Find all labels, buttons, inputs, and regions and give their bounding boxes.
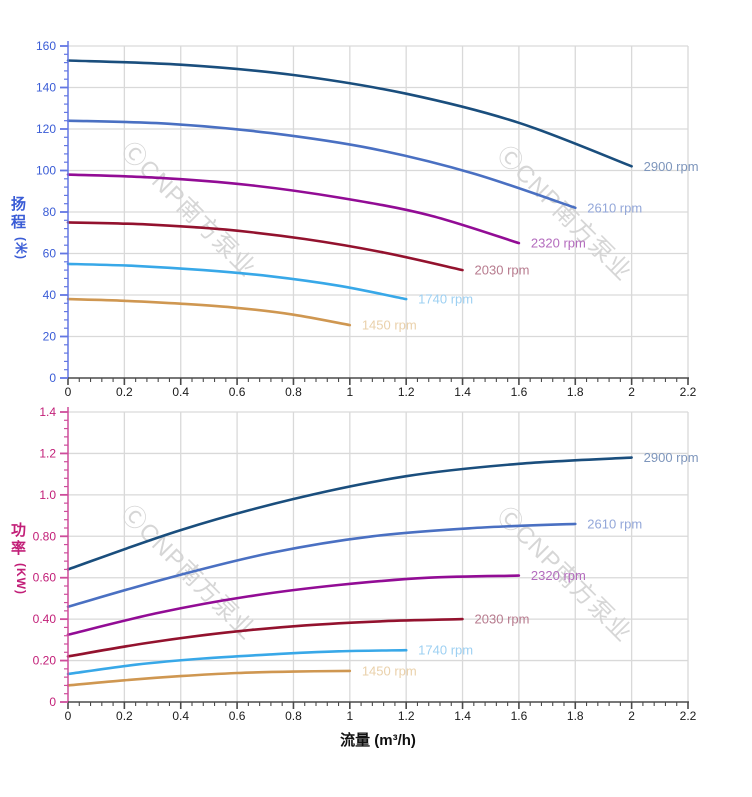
power-x-tick-label: 1.6 — [511, 709, 528, 723]
power-x-tick-label: 0.8 — [285, 709, 302, 723]
head-x-tick-label: 1.4 — [454, 385, 471, 399]
power-curve-1450-rpm — [66, 669, 352, 687]
power-x-tick-label: 1 — [346, 709, 353, 723]
head-y-axis-title: 扬程 (米) — [9, 196, 28, 260]
power-curve-2030-rpm — [66, 617, 464, 658]
power-x-tick-label: 0.6 — [229, 709, 246, 723]
head-x-tick-label: 0.4 — [172, 385, 189, 399]
head-curve-2610-rpm — [66, 119, 577, 210]
power-y-tick-label: 0.80 — [33, 529, 57, 543]
power-x-tick-label: 0 — [65, 709, 72, 723]
head-curve-label-2610-rpm: 2610 rpm — [587, 200, 642, 215]
head-curve-2320-rpm — [66, 173, 521, 245]
head-y-tick-label: 20 — [43, 330, 57, 344]
power-x-tick-label: 1.8 — [567, 709, 584, 723]
head-x-tick-label: 1.6 — [511, 385, 528, 399]
head-curve-label-2900-rpm: 2900 rpm — [644, 159, 699, 174]
power-curve-1740-rpm — [66, 648, 408, 676]
power-curve-label-2320-rpm: 2320 rpm — [531, 568, 586, 583]
power-y-axis-unit: (KW) — [14, 563, 28, 595]
power-x-tick-label: 1.4 — [454, 709, 471, 723]
power-curve-2900-rpm — [66, 456, 633, 571]
power-y-tick-label: 1.4 — [39, 405, 56, 419]
head-x-tick-label: 2.2 — [680, 385, 697, 399]
power-y-tick-label: 0.40 — [33, 612, 57, 626]
head-y-tick-label: 80 — [43, 205, 57, 219]
head-y-tick-label: 0 — [49, 371, 56, 385]
head-x-tick-label: 1.8 — [567, 385, 584, 399]
power-y-tick-label: 1.2 — [39, 446, 56, 460]
head-y-tick-label: 140 — [36, 81, 56, 95]
power-curve-2320-rpm — [66, 574, 521, 636]
head-x-tick-label: 2 — [628, 385, 635, 399]
power-x-tick-label: 0.4 — [172, 709, 189, 723]
power-y-tick-label: 0.60 — [33, 571, 57, 585]
power-curve-2610-rpm — [66, 522, 577, 608]
head-y-tick-label: 120 — [36, 122, 56, 136]
power-x-tick-label: 2.2 — [680, 709, 697, 723]
head-y-tick-label: 60 — [43, 247, 57, 261]
power-curve-label-2610-rpm: 2610 rpm — [587, 516, 642, 531]
power-y-tick-label: 0.20 — [33, 654, 57, 668]
head-x-tick-label: 1 — [346, 385, 353, 399]
power-curve-label-2030-rpm: 2030 rpm — [475, 612, 530, 627]
power-curve-label-2900-rpm: 2900 rpm — [644, 450, 699, 465]
head-curve-label-2320-rpm: 2320 rpm — [531, 236, 586, 251]
head-x-tick-label: 0 — [65, 385, 72, 399]
head-y-tick-label: 40 — [43, 288, 57, 302]
power-curve-label-1740-rpm: 1740 rpm — [418, 643, 473, 658]
flow-x-axis-title: 流量 (m³/h) — [340, 732, 416, 749]
power-y-tick-label: 1.0 — [39, 488, 56, 502]
head-curve-2030-rpm — [66, 221, 464, 272]
head-y-tick-label: 160 — [36, 39, 56, 53]
head-x-tick-label: 1.2 — [398, 385, 415, 399]
head-curve-1450-rpm — [66, 297, 352, 327]
head-curve-label-1450-rpm: 1450 rpm — [362, 318, 417, 333]
power-x-tick-label: 0.2 — [116, 709, 133, 723]
cnp-watermark: ⒸCNP南方泵业 — [116, 137, 261, 282]
power-x-tick-label: 1.2 — [398, 709, 415, 723]
head-curve-1740-rpm — [66, 262, 408, 301]
head-x-tick-label: 0.6 — [229, 385, 246, 399]
power-y-axis-title: 功率 (KW) — [9, 522, 28, 595]
head-x-tick-label: 0.8 — [285, 385, 302, 399]
power-y-tick-label: 0 — [49, 695, 56, 709]
head-y-axis-unit: (米) — [14, 237, 28, 260]
power-y-axis-title-text: 功率 — [9, 522, 26, 558]
head-curve-label-1740-rpm: 1740 rpm — [418, 292, 473, 307]
power-curve-label-1450-rpm: 1450 rpm — [362, 663, 417, 678]
power-x-tick-label: 2 — [628, 709, 635, 723]
head-x-tick-label: 0.2 — [116, 385, 133, 399]
head-y-axis-title-text: 扬程 — [9, 196, 26, 232]
head-curve-2900-rpm — [66, 59, 633, 168]
head-curve-label-2030-rpm: 2030 rpm — [475, 263, 530, 278]
head-y-tick-label: 100 — [36, 164, 56, 178]
